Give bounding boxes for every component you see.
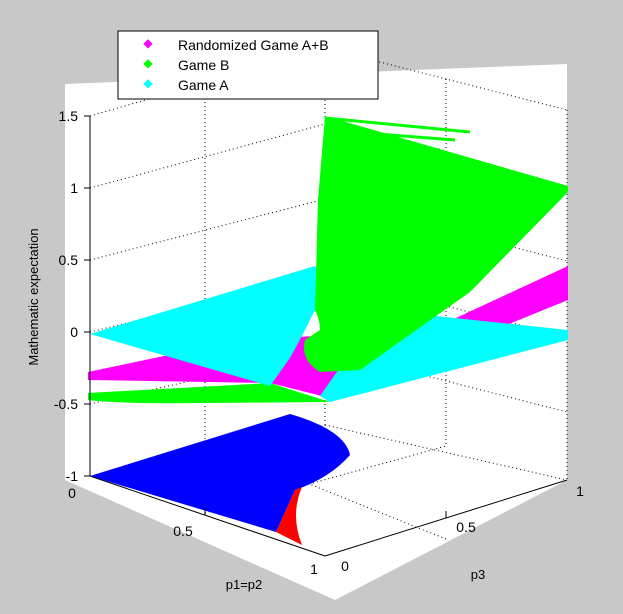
x-tick-label: 0	[68, 485, 76, 501]
z-tick-label: 0.5	[59, 252, 79, 268]
x-tick-label: 1	[310, 561, 318, 577]
legend-box	[117, 30, 379, 100]
grid-floor-2	[324, 424, 568, 481]
x-tick-label: 0.5	[173, 523, 193, 539]
legend-marker-randomized: ◆	[143, 36, 153, 50]
projection-blue-region	[90, 414, 350, 532]
grid-z-1-left	[89, 123, 326, 189]
surface-game-b-lower	[88, 383, 330, 404]
y-tick-label: 0	[341, 558, 349, 574]
legend: ◆ Randomized Game A+B ◆ Game B ◆ Game A	[117, 30, 379, 100]
legend-label-game-a: Game A	[178, 77, 229, 93]
z-tick-label: -1	[66, 468, 79, 484]
z-tick-label: 0	[70, 324, 78, 340]
grid-z--0.5-right	[324, 349, 568, 413]
ridge	[324, 128, 456, 142]
ridge	[324, 164, 411, 172]
surface-game-b-ridges	[324, 116, 471, 204]
grid-z-1.5-left	[89, 47, 326, 117]
tick-marks	[84, 115, 447, 518]
legend-marker-game-b: ◆	[143, 56, 153, 70]
legend-marker-game-a: ◆	[143, 76, 153, 90]
y-axis-label: p3	[471, 567, 485, 582]
legend-label-randomized: Randomized Game A+B	[178, 37, 329, 53]
y-tick-label: 1	[576, 483, 584, 499]
axis-x-line	[89, 475, 326, 557]
ridge	[324, 116, 471, 134]
z-axis-label: Mathematic expectation	[26, 228, 41, 365]
ridge	[324, 152, 426, 162]
legend-label-game-b: Game B	[178, 57, 229, 73]
y-tick-label: 0.5	[456, 519, 476, 535]
ridge	[324, 140, 441, 152]
projection-red-region	[276, 487, 302, 545]
grid-z-0.5-left	[89, 198, 326, 261]
grid-floor-3	[204, 445, 447, 514]
ridge	[324, 176, 396, 182]
ridge	[324, 198, 366, 204]
z-tick-label: 1.5	[59, 108, 79, 124]
x-axis-label: p1=p2	[226, 577, 263, 592]
z-tick-label: 1	[70, 180, 78, 196]
z-tick-label: -0.5	[54, 396, 78, 412]
surface-game-a	[90, 266, 323, 386]
